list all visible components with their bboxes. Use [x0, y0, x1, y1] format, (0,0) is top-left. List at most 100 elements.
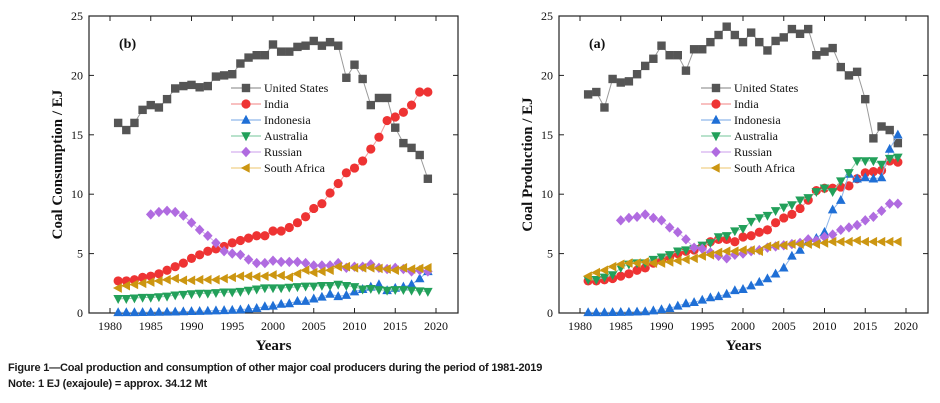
legend-item: Indonesia [231, 113, 311, 127]
data-point [868, 236, 878, 247]
data-point [738, 224, 748, 234]
data-point [161, 274, 171, 285]
data-point [186, 275, 196, 286]
data-point [885, 125, 894, 135]
legend-item: India [231, 97, 289, 111]
data-point [186, 306, 197, 316]
series-india [113, 87, 433, 286]
data-point [868, 173, 879, 183]
data-point [381, 264, 391, 274]
data-point [762, 241, 772, 252]
data-point [137, 293, 148, 303]
y-axis-title: Coal Production / EJ [520, 97, 536, 232]
data-point [860, 157, 871, 167]
data-point [787, 250, 797, 260]
data-point [357, 263, 367, 273]
data-point [154, 269, 164, 279]
data-point [137, 278, 147, 289]
data-point [235, 287, 246, 297]
legend-item: United States [701, 81, 799, 95]
data-point [714, 30, 723, 40]
data-point [260, 257, 270, 269]
legend-marker [711, 83, 721, 93]
data-point [811, 239, 821, 249]
data-point [308, 267, 318, 278]
x-tick-label: 1980 [568, 319, 592, 333]
data-point [341, 168, 351, 178]
legend-marker [711, 99, 721, 109]
data-point [194, 274, 204, 285]
legend-marker [240, 163, 250, 173]
data-point [194, 306, 205, 315]
data-point [746, 280, 756, 290]
data-point [211, 237, 221, 249]
data-point [795, 29, 805, 39]
data-point [754, 227, 764, 237]
data-point [129, 294, 140, 304]
data-point [406, 100, 417, 110]
data-point [705, 249, 715, 260]
data-point [811, 188, 822, 198]
data-point [762, 225, 773, 235]
data-point [844, 71, 854, 80]
data-point [236, 59, 245, 68]
data-point [252, 231, 262, 241]
data-point [681, 234, 691, 245]
consumption-chart: 1980 1985 1990 1995 2000 2005 2010 2015 20200510… [50, 9, 459, 354]
data-point [876, 172, 887, 182]
data-point [366, 144, 376, 154]
data-point [852, 173, 862, 183]
data-point [276, 226, 286, 236]
data-point [689, 242, 699, 253]
data-point [755, 37, 764, 47]
data-point [730, 285, 740, 295]
data-point [406, 279, 417, 289]
data-point [415, 87, 425, 97]
data-point [869, 134, 878, 143]
data-point [292, 256, 303, 268]
data-point [358, 74, 367, 84]
panel-label: (b) [119, 37, 136, 52]
legend-label: Indonesia [264, 113, 311, 127]
data-point [138, 105, 147, 115]
data-point [243, 303, 254, 313]
data-point [178, 258, 188, 268]
data-point [787, 209, 797, 219]
data-point [113, 118, 123, 128]
data-point [656, 253, 667, 263]
data-point [640, 257, 649, 267]
data-point [746, 28, 756, 37]
data-point [665, 51, 674, 60]
legend-marker [241, 114, 251, 124]
legend-label: United States [734, 81, 799, 95]
data-point [795, 196, 805, 206]
data-point [423, 87, 433, 97]
data-point [292, 218, 303, 228]
data-point [835, 236, 845, 247]
data-point [325, 281, 335, 291]
data-point [884, 236, 894, 247]
data-point [268, 40, 278, 49]
data-point [308, 282, 319, 292]
data-point [219, 246, 229, 257]
figure-note: Note: 1 EJ (exajoule) = approx. 34.12 Mt [8, 378, 207, 390]
data-point [745, 245, 755, 255]
data-point [779, 33, 788, 42]
data-point [893, 198, 903, 209]
data-point [341, 289, 352, 299]
data-point [170, 306, 180, 316]
data-point [317, 41, 327, 50]
data-point [333, 280, 343, 290]
legend-marker [241, 132, 251, 142]
data-point [779, 213, 789, 223]
data-point [680, 254, 690, 265]
data-point [235, 249, 246, 260]
data-point [211, 289, 221, 299]
data-point [713, 247, 723, 258]
data-point [333, 261, 342, 272]
data-point [738, 232, 748, 242]
data-point [170, 262, 180, 272]
data-point [868, 157, 879, 167]
data-point [374, 279, 384, 289]
data-point [721, 253, 732, 264]
